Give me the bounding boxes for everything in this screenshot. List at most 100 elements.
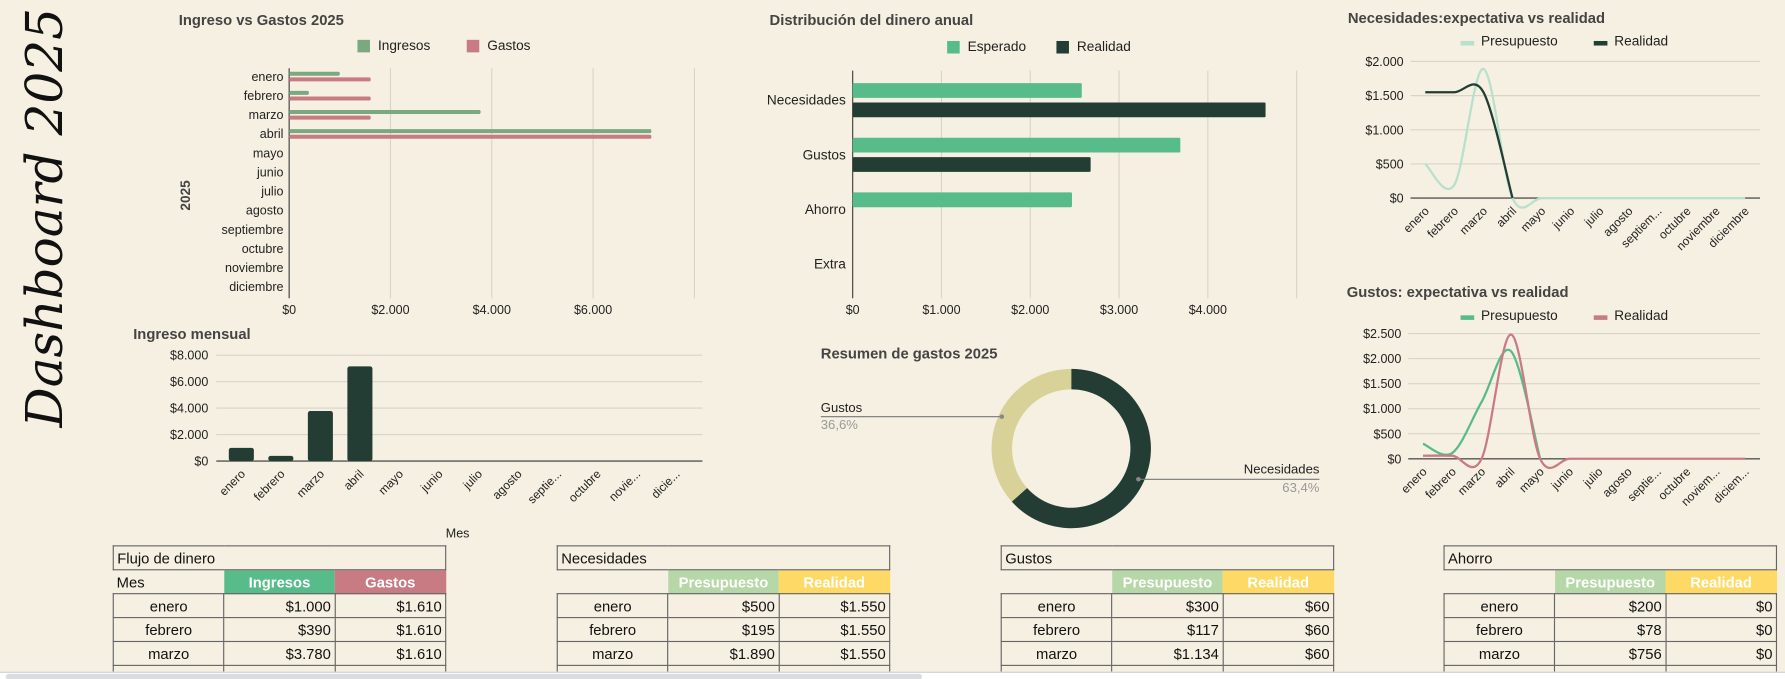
column-header[interactable]: Gastos bbox=[334, 569, 446, 594]
table-cell[interactable]: enero bbox=[556, 593, 669, 619]
table-cell[interactable]: febrero bbox=[112, 617, 225, 643]
y-tick-label: Necesidades bbox=[767, 93, 846, 108]
table-cell[interactable]: $60 bbox=[1222, 617, 1335, 643]
table-header-row: Mes Ingresos Gastos bbox=[113, 569, 446, 594]
table-row: marzo $3.780 $1.610 bbox=[112, 640, 447, 666]
table-cell[interactable]: febrero bbox=[1443, 617, 1556, 643]
table-cell[interactable]: $1.610 bbox=[334, 617, 447, 643]
table-cell[interactable]: $390 bbox=[223, 617, 336, 643]
table-cell[interactable]: marzo bbox=[112, 640, 225, 666]
table-cell[interactable] bbox=[778, 664, 891, 672]
x-tick-label: $3.000 bbox=[1100, 303, 1138, 317]
table-cell[interactable]: $200 bbox=[1554, 593, 1667, 619]
table-cell[interactable]: enero bbox=[1443, 593, 1556, 619]
table-title-row: Gustos bbox=[1000, 545, 1335, 571]
y-tick-label: $1.000 bbox=[1363, 402, 1401, 416]
chart-ingreso-mensual: Ingreso mensual $0 $2.000 $4.000 $6.000 $8.00… bbox=[133, 327, 703, 540]
table-cell[interactable]: $78 bbox=[1554, 617, 1667, 643]
table-cell[interactable]: marzo bbox=[1443, 640, 1556, 666]
table-cell[interactable] bbox=[1222, 664, 1335, 672]
table-title[interactable]: Gustos bbox=[1000, 545, 1335, 571]
legend-label: Esperado bbox=[968, 39, 1027, 54]
table-cell[interactable]: $500 bbox=[667, 593, 780, 619]
column-header[interactable] bbox=[1001, 570, 1112, 594]
y-tick-label: $0 bbox=[1387, 452, 1401, 466]
column-header[interactable] bbox=[557, 570, 668, 594]
bar-ingresos bbox=[289, 71, 340, 76]
column-header[interactable]: Realidad bbox=[1665, 569, 1777, 594]
table-title[interactable]: Ahorro bbox=[1443, 545, 1778, 571]
column-header[interactable]: Presupuesto bbox=[668, 569, 779, 594]
table-cell[interactable]: $1.550 bbox=[778, 640, 891, 666]
table-cell[interactable]: $756 bbox=[1554, 640, 1667, 666]
column-header[interactable]: Presupuesto bbox=[1554, 569, 1666, 594]
table-cell[interactable]: $0 bbox=[1665, 640, 1778, 666]
x-tick-label: marzo bbox=[294, 467, 328, 501]
table-cell[interactable]: $3.780 bbox=[223, 640, 336, 666]
column-header[interactable]: Ingresos bbox=[224, 569, 335, 594]
column-header[interactable]: Realidad bbox=[778, 569, 890, 594]
table-cell[interactable]: $1.550 bbox=[778, 593, 891, 619]
y-tick-label: $2.500 bbox=[1363, 327, 1401, 341]
table-cell[interactable]: marzo bbox=[556, 640, 669, 666]
table-cell[interactable]: marzo bbox=[1000, 640, 1113, 666]
y-tick-label: Gustos bbox=[803, 147, 846, 162]
column-header[interactable]: Mes bbox=[116, 573, 145, 591]
x-tick-label: julio bbox=[460, 467, 486, 493]
table-cell[interactable]: $1.890 bbox=[667, 640, 780, 666]
table-cell[interactable]: $1.610 bbox=[334, 640, 447, 666]
line-presupuesto bbox=[1422, 348, 1542, 460]
table-cell[interactable]: $1.550 bbox=[778, 617, 891, 643]
x-tick-label: $6.000 bbox=[574, 303, 612, 317]
column-header[interactable] bbox=[1444, 570, 1555, 594]
bar-esperado bbox=[852, 83, 1082, 98]
table-cell[interactable]: enero bbox=[1000, 593, 1113, 619]
x-tick-label: agosto bbox=[489, 467, 524, 502]
table-necesidades: Necesidades Presupuesto Realidad enero $500 $… bbox=[556, 545, 891, 672]
x-tick-label: junio bbox=[1549, 204, 1578, 233]
table-cell[interactable]: $195 bbox=[667, 617, 780, 643]
table-title[interactable]: Necesidades bbox=[556, 545, 891, 571]
scrollbar-thumb[interactable] bbox=[5, 673, 923, 679]
x-tick-label: septie... bbox=[525, 467, 564, 506]
line-realidad bbox=[1422, 333, 1746, 470]
table-row bbox=[556, 664, 891, 672]
chart-title: Ingreso vs Gastos 2025 bbox=[179, 13, 344, 29]
column-header[interactable]: Presupuesto bbox=[1112, 569, 1223, 594]
legend-label: Realidad bbox=[1614, 308, 1668, 323]
table-cell[interactable]: enero bbox=[112, 593, 225, 619]
x-tick-label: abril bbox=[1492, 465, 1518, 491]
table-cell[interactable]: $1.134 bbox=[1111, 640, 1224, 666]
chart-necesidades: Necesidades:expectativa vs realidad Presu… bbox=[1348, 11, 1760, 253]
horizontal-scrollbar[interactable] bbox=[0, 671, 1785, 679]
table-row: marzo $1.134 $60 bbox=[1000, 640, 1335, 666]
x-tick-label: novie... bbox=[606, 467, 643, 504]
table-cell[interactable]: $1.610 bbox=[334, 593, 447, 619]
y-tick-label: enero bbox=[251, 70, 283, 84]
x-tick-label: dicie... bbox=[648, 467, 682, 501]
table-cell[interactable]: $117 bbox=[1111, 617, 1224, 643]
table-row bbox=[112, 664, 447, 672]
table-cell[interactable] bbox=[1665, 664, 1778, 672]
legend-swatch bbox=[1593, 315, 1608, 320]
y-tick-label: noviembre bbox=[225, 261, 283, 275]
table-cell[interactable]: $0 bbox=[1665, 593, 1778, 619]
slice-label: Necesidades bbox=[1244, 462, 1320, 477]
table-cell[interactable]: $60 bbox=[1222, 640, 1335, 666]
table-row: febrero $195 $1.550 bbox=[556, 617, 891, 643]
y-tick-label: Ahorro bbox=[805, 202, 846, 217]
table-cell[interactable]: $300 bbox=[1111, 593, 1224, 619]
x-tick-label: $4.000 bbox=[1189, 303, 1227, 317]
table-ahorro: Ahorro Presupuesto Realidad enero $200 $0 febr… bbox=[1443, 545, 1778, 672]
table-cell[interactable] bbox=[334, 664, 447, 672]
table-cell[interactable]: $60 bbox=[1222, 593, 1335, 619]
table-cell[interactable]: $1.000 bbox=[223, 593, 336, 619]
column-header[interactable]: Realidad bbox=[1222, 569, 1334, 594]
table-cell[interactable]: febrero bbox=[556, 617, 669, 643]
table-cell[interactable]: $0 bbox=[1665, 617, 1778, 643]
table-title[interactable]: Flujo de dinero bbox=[112, 545, 447, 571]
table-cell[interactable]: febrero bbox=[1000, 617, 1113, 643]
x-tick-label: mayo bbox=[376, 467, 407, 498]
